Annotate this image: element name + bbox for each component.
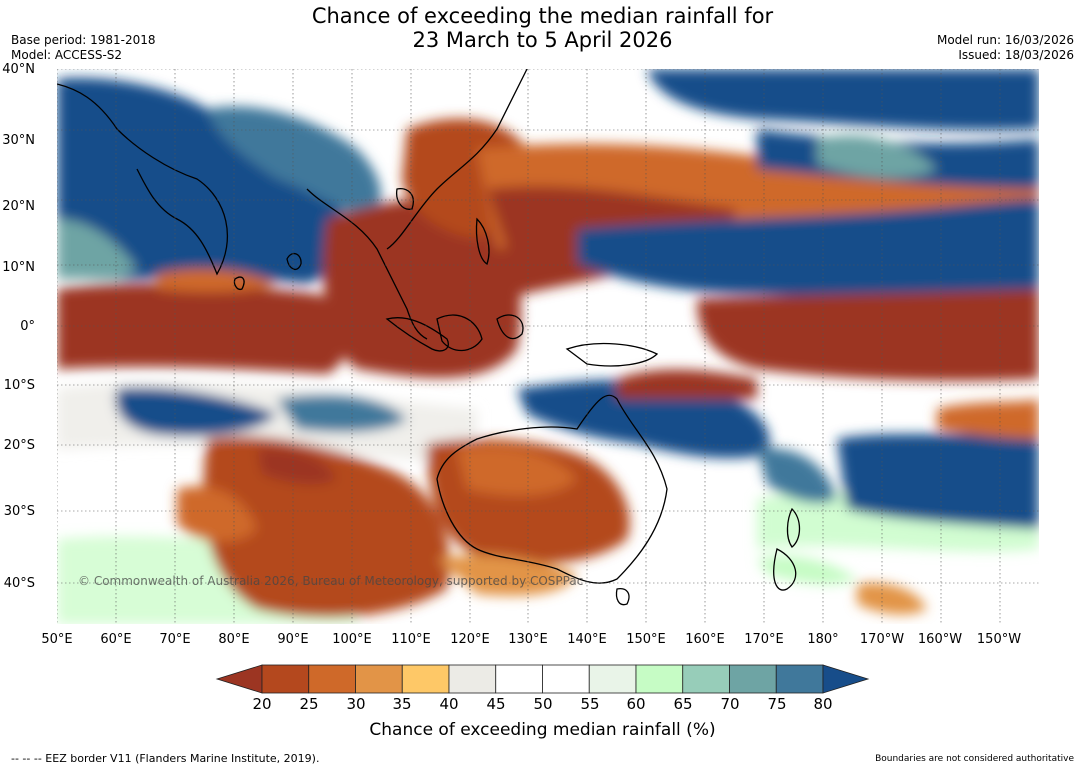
lon-label: 50°E bbox=[41, 632, 73, 647]
colorbar-segment bbox=[495, 664, 543, 694]
colorbar-tick: 70 bbox=[720, 695, 740, 713]
rainfall-field bbox=[57, 69, 1039, 624]
colorbar-tick: 40 bbox=[439, 695, 459, 713]
lat-label: 20°N bbox=[2, 199, 35, 214]
colorbar-segment bbox=[261, 664, 310, 694]
rainfall-map bbox=[57, 69, 1039, 624]
lon-label: 130°E bbox=[508, 632, 548, 647]
colorbar-segment bbox=[355, 664, 403, 694]
lon-label: 170°W bbox=[859, 632, 905, 647]
model-name: Model: ACCESS-S2 bbox=[11, 48, 123, 62]
map-title: Chance of exceeding the median rainfall … bbox=[0, 4, 1085, 52]
colorbar-segment bbox=[401, 664, 450, 694]
meta-right: Model run: 16/03/2026 Issued: 18/03/2026 bbox=[937, 33, 1074, 63]
colorbar-tick: 60 bbox=[626, 695, 646, 713]
lon-label: 80°E bbox=[218, 632, 250, 647]
colorbar-title: Chance of exceeding median rainfall (%) bbox=[369, 720, 716, 740]
colorbar-tick: 35 bbox=[392, 695, 412, 713]
lon-label: 70°E bbox=[159, 632, 191, 647]
lon-label: 110°E bbox=[391, 632, 431, 647]
colorbar-segment bbox=[588, 664, 637, 694]
colorbar-segment bbox=[448, 664, 497, 694]
lon-label: 140°E bbox=[567, 632, 607, 647]
title-line-2: 23 March to 5 April 2026 bbox=[412, 28, 673, 52]
base-period: Base period: 1981-2018 bbox=[11, 33, 156, 47]
colorbar-high-arrow bbox=[822, 664, 870, 694]
lat-label: 10°S bbox=[3, 378, 35, 393]
copyright-watermark: © Commonwealth of Australia 2026, Bureau… bbox=[78, 574, 584, 588]
lat-label: 40°N bbox=[2, 62, 35, 77]
colorbar-tick: 75 bbox=[767, 695, 787, 713]
lon-label: 90°E bbox=[277, 632, 309, 647]
issued-date: Issued: 18/03/2026 bbox=[958, 48, 1074, 62]
colorbar-tick: 50 bbox=[533, 695, 553, 713]
colorbar-tick: 65 bbox=[673, 695, 693, 713]
title-line-1: Chance of exceeding the median rainfall … bbox=[311, 4, 774, 28]
lon-label: 120°E bbox=[450, 632, 490, 647]
lon-label: 150°E bbox=[626, 632, 666, 647]
model-run: Model run: 16/03/2026 bbox=[936, 33, 1074, 47]
gridlines bbox=[57, 69, 1039, 624]
colorbar-tick: 55 bbox=[580, 695, 600, 713]
colorbar bbox=[215, 664, 870, 694]
colorbar-tick: 30 bbox=[346, 695, 366, 713]
colorbar-tick: 80 bbox=[813, 695, 833, 713]
colorbar-tick: 45 bbox=[486, 695, 506, 713]
lat-label: 20°S bbox=[3, 438, 35, 453]
meta-left: Base period: 1981-2018 Model: ACCESS-S2 bbox=[11, 33, 156, 63]
lat-label: 40°S bbox=[3, 576, 35, 591]
lon-label: 100°E bbox=[332, 632, 372, 647]
colorbar-segment bbox=[682, 664, 730, 694]
colorbar-tick: 20 bbox=[252, 695, 272, 713]
colorbar-segment bbox=[308, 664, 356, 694]
colorbar-segment bbox=[635, 664, 684, 694]
lon-label: 160°W bbox=[917, 632, 963, 647]
colorbar-segment bbox=[542, 664, 590, 694]
lat-label: 10°N bbox=[2, 260, 35, 275]
colorbar-low-arrow bbox=[215, 664, 263, 694]
lat-label: 0° bbox=[20, 319, 35, 334]
lon-label: 160°E bbox=[685, 632, 725, 647]
lon-label: 60°E bbox=[100, 632, 132, 647]
lon-label: 150°W bbox=[976, 632, 1022, 647]
lat-label: 30°N bbox=[2, 133, 35, 148]
lon-label: 170°E bbox=[744, 632, 784, 647]
boundary-disclaimer: Boundaries are not considered authoritat… bbox=[875, 754, 1074, 764]
lon-label: 180° bbox=[807, 632, 839, 647]
colorbar-segment bbox=[775, 664, 824, 694]
eez-note: -- -- -- EEZ border V11 (Flanders Marine… bbox=[11, 752, 320, 765]
lat-label: 30°S bbox=[3, 504, 35, 519]
colorbar-segment bbox=[729, 664, 777, 694]
colorbar-tick: 25 bbox=[299, 695, 319, 713]
